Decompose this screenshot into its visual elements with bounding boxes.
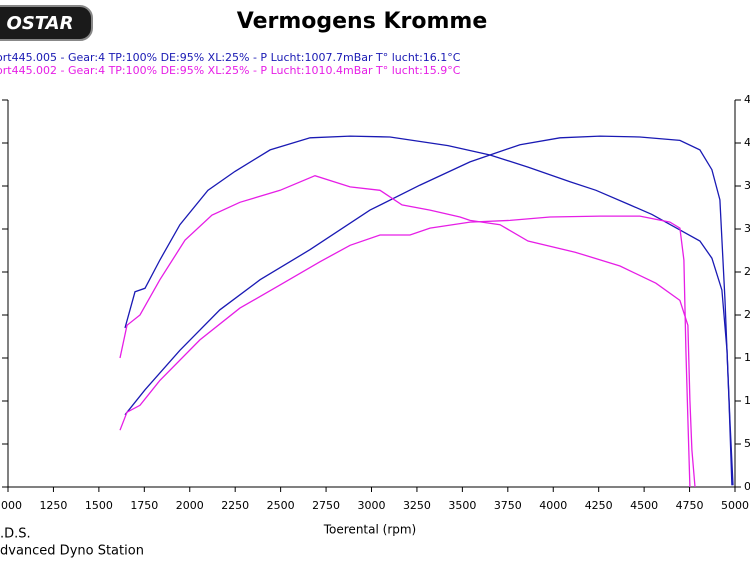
logo: OSTAR	[7, 13, 74, 34]
x-tick-label: 4750	[676, 499, 704, 512]
x-tick-label: 1750	[130, 499, 158, 512]
x-tick-label: 1000	[0, 499, 22, 512]
y2-tick-label: 0	[744, 480, 750, 493]
y2-tick-label: 3	[744, 222, 750, 235]
x-tick-label: 2000	[176, 499, 204, 512]
footer-line: dvanced Dyno Station	[0, 544, 144, 559]
x-tick-label: 1500	[85, 499, 113, 512]
x-axis-label: Toerental (rpm)	[323, 523, 416, 537]
y2-tick-label: 4	[744, 136, 750, 149]
x-tick-label: 3000	[358, 499, 386, 512]
x-tick-label: 2750	[312, 499, 340, 512]
chart-title: Vermogens Kromme	[237, 9, 488, 34]
y2-tick-label: 2	[744, 265, 750, 278]
x-tick-label: 2500	[267, 499, 295, 512]
x-tick-label: 5000	[721, 499, 749, 512]
line-series	[124, 135, 734, 486]
x-tick-label: 2250	[221, 499, 249, 512]
y2-tick-label: 1	[744, 394, 750, 407]
x-tick-label: 4250	[585, 499, 613, 512]
logo-badge	[0, 5, 93, 41]
y2-tick-label: 5	[744, 437, 750, 450]
legend-entry: ort445.005 - Gear:4 TP:100% DE:95% XL:25…	[0, 51, 461, 64]
footer-line: .D.S.	[0, 527, 31, 542]
y2-tick-label: 4	[744, 93, 750, 106]
y2-tick-label: 3	[744, 179, 750, 192]
y2-tick-label: 1	[744, 351, 750, 364]
x-tick-label: 3250	[403, 499, 431, 512]
x-tick-label: 3500	[448, 499, 476, 512]
x-tick-label: 3750	[494, 499, 522, 512]
x-tick-label: 4000	[539, 499, 567, 512]
line-series	[119, 215, 691, 488]
line-series	[119, 175, 696, 488]
legend-entry: ort445.002 - Gear:4 TP:100% DE:95% XL:25…	[0, 64, 461, 77]
line-series	[124, 135, 733, 486]
x-tick-label: 1250	[39, 499, 67, 512]
y2-tick-label: 2	[744, 308, 750, 321]
x-tick-label: 4500	[630, 499, 658, 512]
